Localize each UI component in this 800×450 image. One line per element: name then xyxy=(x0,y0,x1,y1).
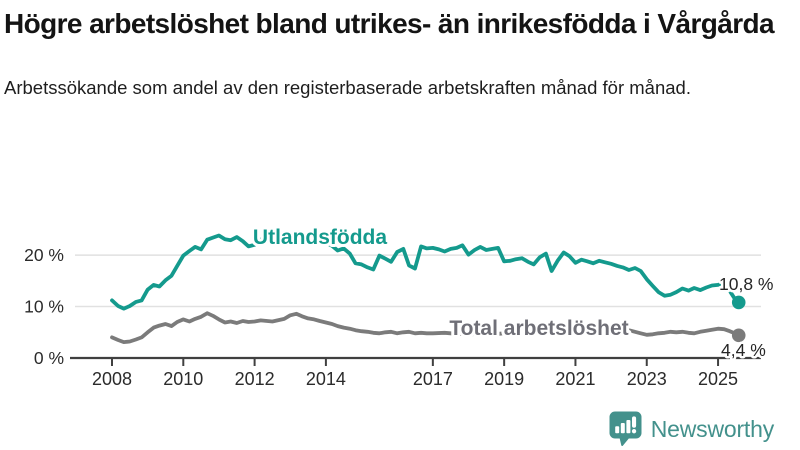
x-tick-label: 2025 xyxy=(698,369,738,389)
x-tick-label: 2019 xyxy=(484,369,524,389)
y-tick-label: 20 % xyxy=(24,245,64,265)
series-end-value-label: 4,4 % xyxy=(721,340,766,360)
chart-title: Högre arbetslöshet bland utrikes- än inr… xyxy=(4,8,775,39)
x-tick-label: 2008 xyxy=(92,369,132,389)
series-line-total xyxy=(110,311,741,345)
series-name-label: Utlandsfödda xyxy=(253,226,387,249)
x-tick-label: 2023 xyxy=(627,369,667,389)
x-tick-label: 2012 xyxy=(235,369,275,389)
newsworthy-logo: Newsworthy xyxy=(609,411,774,447)
series-name-label: Total arbetslöshet xyxy=(449,317,628,340)
series-end-dot xyxy=(731,295,746,310)
chart-subtitle: Arbetssökande som andel av den registerb… xyxy=(4,76,691,98)
y-tick-label: 0 % xyxy=(34,348,64,368)
newsworthy-wordmark: Newsworthy xyxy=(650,415,774,442)
series-end-value-label: 10,8 % xyxy=(719,274,773,294)
x-tick-label: 2014 xyxy=(306,369,346,389)
y-tick-label: 10 % xyxy=(24,297,64,317)
x-tick-label: 2021 xyxy=(555,369,595,389)
bar-chart-speech-bubble-icon xyxy=(609,411,642,447)
x-tick-label: 2010 xyxy=(163,369,203,389)
series-end-dot xyxy=(731,328,746,343)
series-line-utlandsfodda xyxy=(110,233,741,311)
chart-header: Högre arbetslöshet bland utrikes- än inr… xyxy=(4,6,796,101)
x-tick-label: 2017 xyxy=(413,369,453,389)
